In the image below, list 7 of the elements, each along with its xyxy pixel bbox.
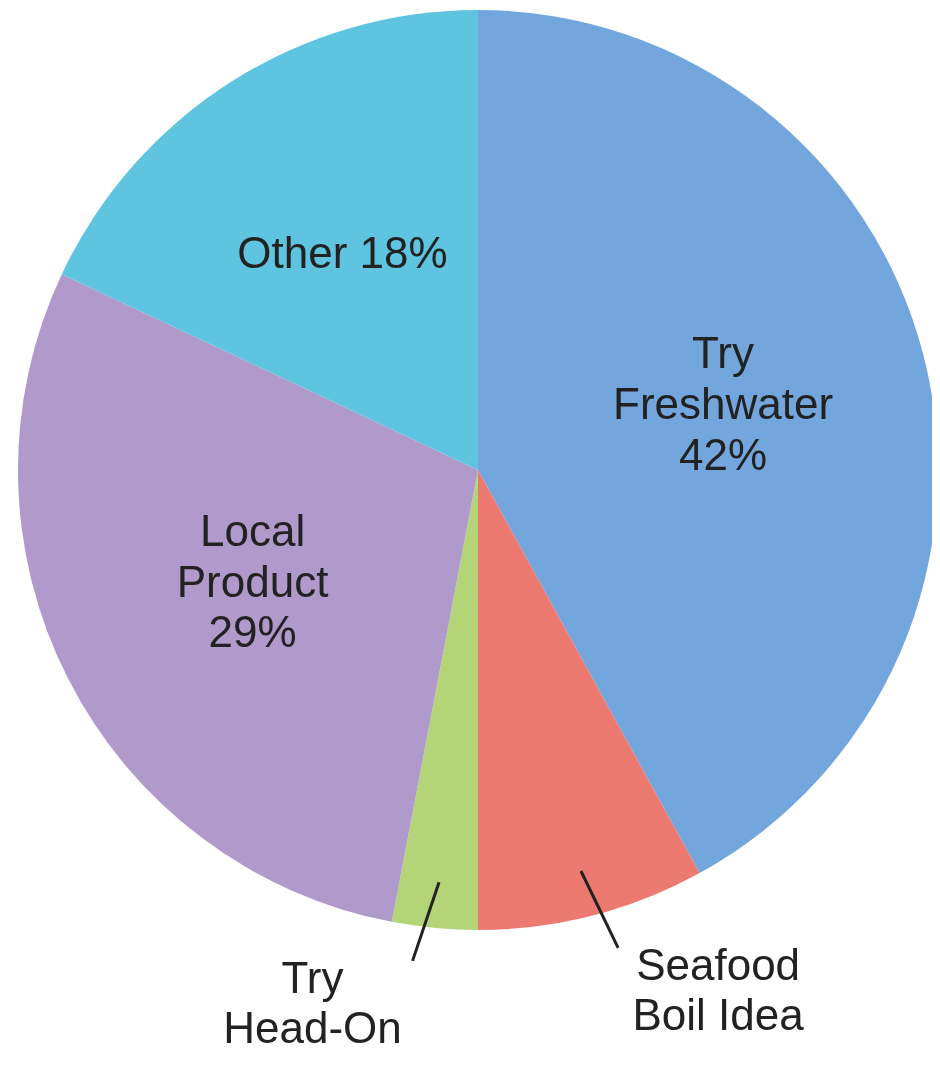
slice-label: Local Product	[176, 505, 329, 606]
slice-label: Seafood Boil Idea	[632, 939, 805, 1040]
slice-label: Try Freshwater	[613, 328, 834, 428]
slice-label: Other 18%	[237, 228, 448, 278]
data-label: 29%	[208, 607, 297, 657]
data-label: 42%	[679, 429, 768, 479]
slice-label: Try Head-On	[223, 952, 402, 1053]
